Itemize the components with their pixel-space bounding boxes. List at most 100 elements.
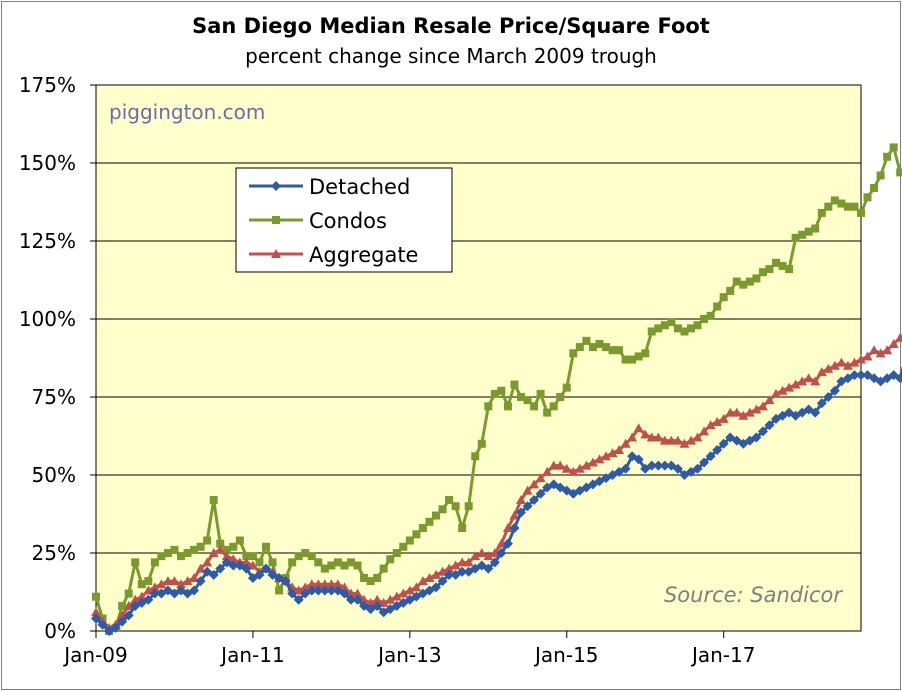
data-point-detached [431,582,441,593]
data-point-aggregate [561,463,572,473]
data-point-condos [150,558,159,567]
data-point-detached [849,370,860,381]
data-point-detached [816,398,827,409]
data-point-condos [667,318,676,327]
data-point-aggregate [633,423,644,433]
series-detached [91,353,902,636]
data-point-detached [339,588,350,599]
data-point-aggregate [679,438,690,448]
data-point-aggregate [869,345,880,355]
data-point-detached [535,488,546,499]
axes: 0% 25% 50% 75% 100% 125% 150% 175% Jan-09 Jan-11 J… [19,73,756,667]
data-point-condos [503,402,512,411]
x-tick-label: Jan-15 [533,643,599,667]
data-point-aggregate [705,420,716,430]
data-point-aggregate [463,557,474,567]
data-point-detached [280,576,291,587]
data-point-condos [876,171,885,180]
data-point-aggregate [692,432,703,442]
data-point-detached [123,610,134,621]
data-point-condos [333,558,342,567]
data-point-condos [706,311,715,320]
data-point-aggregate [797,376,808,386]
data-point-condos [366,577,375,586]
data-point-condos [405,536,414,545]
data-point-aggregate [653,432,664,442]
data-point-condos [772,258,780,267]
data-point-aggregate [411,582,422,592]
data-point-detached [810,407,821,418]
data-point-condos [392,549,401,557]
data-point-detached [319,585,330,596]
data-point-aggregate [509,510,520,520]
data-point-detached [293,594,304,605]
data-point-detached [143,594,154,605]
data-point-detached [241,563,252,574]
data-point-aggregate [339,582,350,592]
data-point-aggregate [744,407,755,417]
data-point-condos [347,558,355,567]
data-point-condos [608,346,617,355]
data-point-aggregate [143,585,154,595]
data-point-detached [692,463,703,474]
data-point-aggregate [731,407,742,417]
data-point-aggregate [476,548,487,557]
data-point-condos [170,545,179,554]
data-point-aggregate [587,457,598,467]
data-point-condos [144,577,153,586]
data-point-detached [489,557,500,568]
data-point-detached [313,585,324,596]
data-point-condos [791,233,800,242]
data-point-condos [262,542,270,551]
data-point-aggregate [352,588,363,598]
data-point-detached [672,463,683,474]
data-point-condos [379,564,388,573]
data-point-aggregate [319,579,330,589]
data-point-condos [602,343,610,352]
data-point-detached [751,432,762,443]
data-point-condos [255,558,264,567]
data-point-aggregate [457,557,468,567]
data-point-condos [543,408,552,417]
data-point-condos [124,589,133,598]
data-point-aggregate [666,435,677,445]
data-point-aggregate [123,601,134,611]
data-point-detached [91,613,101,624]
data-point-condos [562,383,571,392]
data-point-aggregate [483,551,494,561]
data-point-aggregate [228,554,239,564]
data-point-aggregate [346,588,356,598]
data-point-condos [726,286,735,295]
data-point-aggregate [247,560,258,570]
data-point-condos [778,261,787,270]
x-tick-label: Jan-13 [376,643,442,667]
y-tick-label: 150% [19,151,76,175]
legend-label-condos: Condos [309,209,387,233]
data-point-condos [870,183,879,192]
data-point-aggregate [202,557,213,567]
data-point-condos [438,505,447,514]
plot-area [95,84,862,632]
data-point-detached [659,460,670,471]
data-point-aggregate [300,582,311,592]
data-point-detached [712,445,723,456]
data-point-aggregate [332,579,343,589]
data-point-detached [195,576,206,587]
data-point-aggregate [646,432,657,442]
data-point-condos [242,552,251,561]
data-point-condos [340,561,349,570]
data-point-aggregate [764,395,775,405]
data-point-aggregate [810,376,821,386]
data-point-aggregate [385,594,396,604]
data-point-condos [301,549,310,557]
data-point-condos [477,439,486,448]
data-point-condos [216,539,225,548]
data-point-condos [549,402,558,411]
data-point-aggregate [823,363,834,373]
legend-marker-detached [271,181,281,191]
data-point-aggregate [431,569,441,579]
data-point-aggregate [659,435,670,445]
data-point-condos [183,549,192,557]
data-point-condos [680,327,689,336]
